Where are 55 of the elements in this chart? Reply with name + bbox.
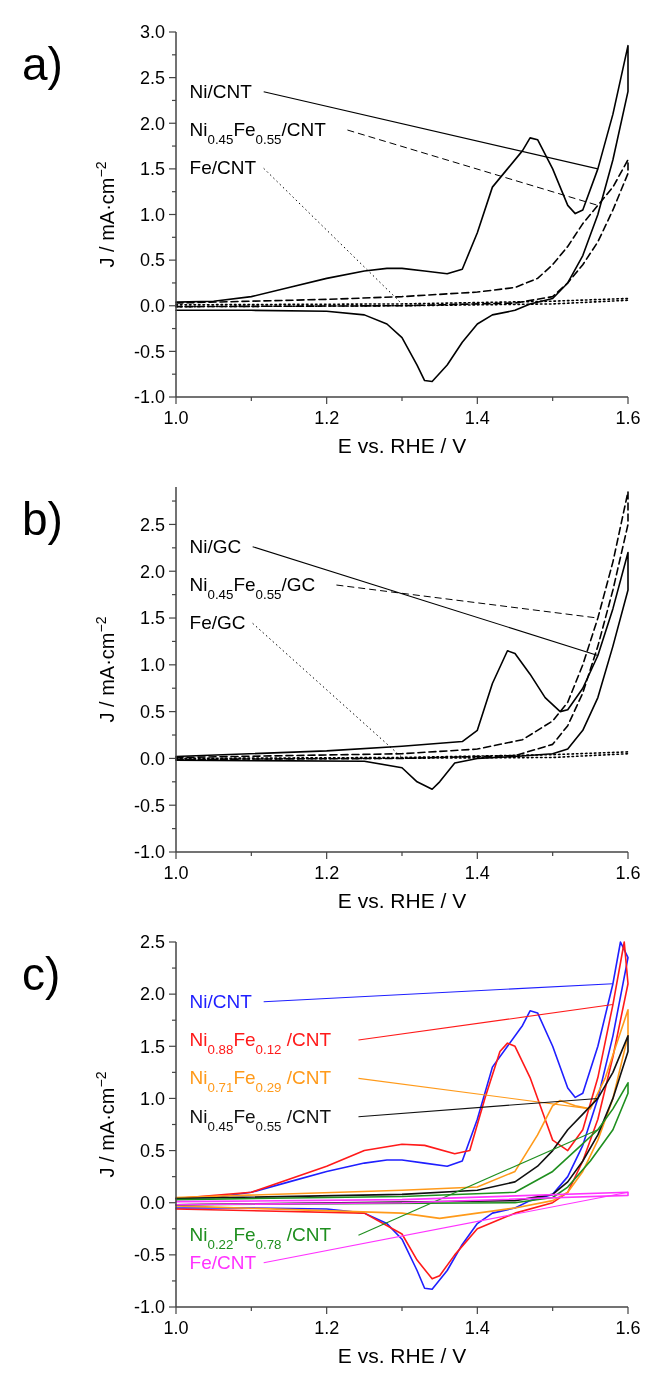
y-tick-label: -0.5 — [133, 341, 165, 362]
chart-title: b) — [22, 493, 63, 545]
x-tick-label: 1.4 — [464, 863, 490, 883]
y-tick-label: -1.0 — [133, 387, 165, 408]
x-tick-label: 1.4 — [464, 1318, 490, 1338]
y-tick-label: -0.5 — [133, 795, 165, 816]
y-tick-label: -0.5 — [133, 1245, 165, 1266]
x-tick-label: 1.0 — [163, 408, 189, 428]
y-tick-label: 0.0 — [139, 1193, 165, 1214]
x-tick-label: 1.6 — [615, 863, 641, 883]
y-tick-label: 1.5 — [139, 608, 165, 629]
text: Ni/CNT — [189, 990, 253, 1012]
text: Ni/CNT — [189, 80, 253, 102]
y-tick-label: -1.0 — [133, 1297, 165, 1318]
text: Ni$_{0.45}$Fe$_{0.55}$/GC — [189, 574, 316, 602]
y-tick-label: 2.5 — [139, 932, 165, 953]
x-tick-label: 1.2 — [314, 1318, 340, 1338]
y-tick-label: 3.0 — [139, 22, 165, 43]
x-axis-title: E vs. RHE / V — [337, 434, 467, 457]
y-tick-label: -1.0 — [133, 842, 165, 863]
text: Ni$_{0.45}$Fe$_{0.55}$ /CNT — [189, 1105, 332, 1134]
y-tick-label: 2.5 — [139, 67, 165, 88]
y-tick-label: 0.0 — [139, 748, 165, 769]
text: Ni/GC — [189, 535, 242, 557]
x-tick-label: 1.4 — [464, 408, 490, 428]
y-tick-label: 0.0 — [139, 296, 165, 317]
text: Fe/CNT — [189, 157, 257, 179]
y-tick-label: 1.5 — [139, 159, 165, 180]
x-tick-label: 1.0 — [163, 863, 189, 883]
y-tick-label: 2.0 — [139, 984, 165, 1005]
x-tick-label: 1.6 — [615, 408, 641, 428]
x-axis-title: E vs. RHE / V — [337, 889, 467, 912]
text: Ni$_{0.71}$Fe$_{0.29}$ /CNT — [189, 1067, 332, 1095]
x-tick-label: 1.2 — [314, 863, 340, 883]
x-tick-label: 1.6 — [615, 1318, 641, 1338]
y-tick-label: 1.0 — [139, 655, 165, 676]
y-tick-label: 0.5 — [139, 1140, 165, 1161]
y-tick-label: 1.0 — [139, 1088, 165, 1109]
text: Ni$_{0.88}$Fe$_{0.12}$ /CNT — [189, 1029, 332, 1057]
y-tick-label: 2.0 — [139, 113, 165, 134]
y-tick-label: 1.0 — [139, 204, 165, 225]
chart-title: c) — [22, 948, 61, 1000]
text: Ni$_{0.45}$Fe$_{0.55}$/CNT — [189, 119, 327, 147]
x-axis-title: E vs. RHE / V — [337, 1344, 467, 1367]
y-tick-label: 2.0 — [139, 561, 165, 582]
text: Fe/GC — [189, 612, 246, 634]
y-tick-label: 0.5 — [139, 250, 165, 271]
x-tick-label: 1.2 — [314, 408, 340, 428]
series-label: Ni$_{0.22}$Fe$_{0.78}$ /CNT — [189, 1224, 332, 1252]
x-tick-label: 1.0 — [163, 1318, 189, 1338]
text: Fe/CNT — [189, 1251, 257, 1273]
y-tick-label: 1.5 — [139, 1036, 165, 1057]
y-tick-label: 0.5 — [139, 701, 165, 722]
chart-title: a) — [22, 38, 63, 90]
y-tick-label: 2.5 — [139, 514, 165, 535]
